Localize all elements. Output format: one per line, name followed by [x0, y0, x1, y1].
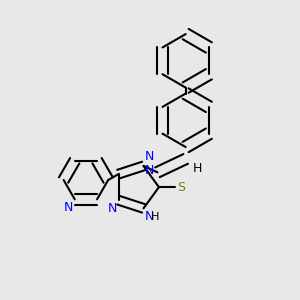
- Text: N: N: [145, 210, 154, 223]
- Text: N: N: [145, 164, 154, 177]
- Text: H: H: [193, 162, 203, 175]
- Text: H: H: [151, 212, 159, 222]
- Text: S: S: [177, 181, 185, 194]
- Text: N: N: [64, 201, 73, 214]
- Text: N: N: [145, 150, 154, 163]
- Text: N: N: [108, 202, 117, 215]
